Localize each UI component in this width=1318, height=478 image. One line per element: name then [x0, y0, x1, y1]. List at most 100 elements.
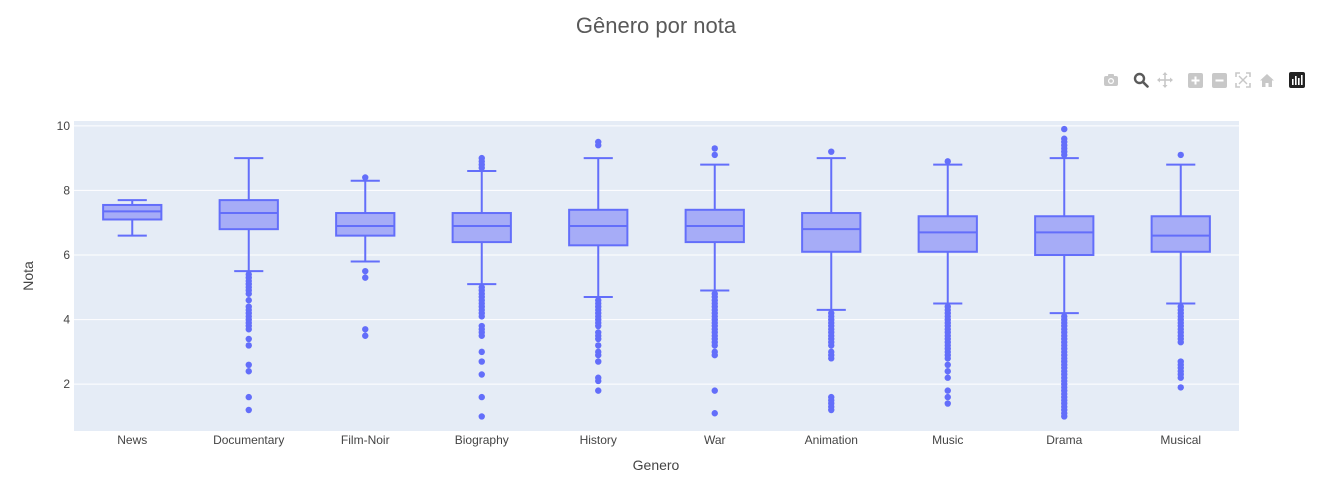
- outlier-point: [362, 267, 369, 275]
- autoscale-button[interactable]: [1232, 70, 1254, 90]
- outlier-point: [245, 368, 252, 375]
- outlier-point: [245, 361, 252, 369]
- reset-axes-button[interactable]: [1256, 70, 1278, 90]
- outlier-point: [711, 410, 718, 417]
- box-series: [102, 125, 1211, 420]
- pan-icon: [1157, 72, 1173, 88]
- outlier-point: [245, 290, 252, 297]
- box-iqr: [1034, 215, 1095, 257]
- x-axis-title: Genero: [633, 457, 680, 473]
- outlier-point: [595, 387, 602, 394]
- outlier-point: [245, 326, 252, 333]
- y-tick-label: 2: [63, 377, 70, 391]
- outlier-point: [595, 351, 602, 359]
- zoom-in-button[interactable]: [1184, 70, 1206, 90]
- zoom-out-button[interactable]: [1208, 70, 1230, 90]
- outlier-point: [245, 297, 252, 304]
- outlier-point: [711, 145, 718, 152]
- box-documentary[interactable]: [218, 157, 279, 414]
- outlier-point: [595, 358, 602, 365]
- box-iqr: [218, 199, 279, 231]
- outlier-point: [245, 335, 252, 343]
- outlier-point: [828, 148, 835, 155]
- outlier-point: [478, 413, 485, 420]
- chart-title: Gênero por nota: [576, 13, 737, 38]
- outlier-point: [1177, 374, 1184, 381]
- box-biography[interactable]: [451, 154, 512, 420]
- outlier-point: [711, 351, 718, 359]
- x-tick-label: Documentary: [213, 433, 284, 447]
- box-musical[interactable]: [1150, 151, 1211, 391]
- outlier-point: [595, 142, 602, 149]
- outlier-point: [944, 387, 951, 394]
- camera-icon: [1104, 74, 1118, 86]
- box-war[interactable]: [684, 145, 745, 417]
- outlier-point: [944, 393, 951, 401]
- outlier-point: [944, 368, 951, 375]
- plotly-logo-button[interactable]: [1286, 70, 1308, 90]
- zoom-icon: [1133, 72, 1149, 88]
- outlier-point: [828, 355, 835, 362]
- y-tick-label: 10: [57, 119, 71, 133]
- box-news[interactable]: [102, 199, 163, 237]
- y-tick-label: 4: [63, 313, 70, 327]
- home-icon: [1260, 73, 1274, 87]
- outlier-point: [595, 342, 602, 349]
- box-iqr: [568, 208, 629, 247]
- box-film-noir[interactable]: [335, 174, 396, 339]
- outlier-point: [362, 332, 369, 339]
- box-music[interactable]: [917, 158, 978, 407]
- outlier-point: [362, 326, 369, 333]
- outlier-point: [478, 332, 485, 339]
- outlier-point: [1061, 413, 1068, 420]
- outlier-point: [478, 371, 485, 378]
- outlier-point: [478, 393, 485, 401]
- outlier-point: [478, 348, 485, 356]
- box-animation[interactable]: [801, 148, 862, 414]
- outlier-point: [944, 374, 951, 381]
- x-tick-label: Drama: [1046, 433, 1082, 447]
- plot-area[interactable]: [74, 121, 1239, 431]
- x-tick-label: Music: [932, 433, 963, 447]
- x-tick-labels: News Documentary Film-Noir Biography History…: [117, 433, 1201, 447]
- y-tick-labels: 2 4 6 8 10: [57, 119, 71, 391]
- y-axis-title: Nota: [20, 261, 36, 291]
- outlier-point: [1177, 151, 1184, 159]
- pan-button[interactable]: [1154, 70, 1176, 90]
- outlier-point: [1061, 151, 1068, 159]
- x-tick-label: Film-Noir: [341, 433, 390, 447]
- outlier-point: [595, 377, 602, 385]
- outlier-point: [711, 387, 718, 394]
- autoscale-icon: [1235, 72, 1251, 88]
- outlier-point: [245, 406, 252, 414]
- box-drama[interactable]: [1034, 125, 1095, 420]
- modebar: [1100, 70, 1310, 90]
- x-tick-label: Biography: [455, 433, 509, 447]
- outlier-point: [944, 158, 951, 165]
- x-tick-label: News: [117, 433, 147, 447]
- outlier-point: [711, 151, 718, 159]
- x-tick-label: History: [580, 433, 617, 447]
- outlier-point: [1177, 384, 1184, 391]
- outlier-point: [595, 335, 602, 343]
- x-tick-label: Musical: [1160, 433, 1201, 447]
- outlier-point: [944, 355, 951, 362]
- zoom-in-icon: [1187, 72, 1203, 88]
- outlier-point: [1177, 338, 1184, 346]
- camera-button[interactable]: [1100, 70, 1122, 90]
- outlier-point: [1061, 125, 1068, 133]
- zoom-button[interactable]: [1130, 70, 1152, 90]
- box-iqr: [1150, 215, 1211, 253]
- box-iqr: [917, 215, 978, 253]
- box-history[interactable]: [568, 138, 629, 394]
- zoom-out-icon: [1211, 72, 1227, 88]
- outlier-point: [362, 174, 369, 181]
- y-tick-label: 6: [63, 248, 70, 262]
- box-iqr: [801, 212, 862, 253]
- x-tick-label: War: [704, 433, 726, 447]
- box-iqr: [451, 212, 512, 244]
- y-tick-label: 8: [63, 183, 70, 197]
- plotly-logo-icon: [1289, 72, 1305, 88]
- outlier-point: [944, 361, 951, 369]
